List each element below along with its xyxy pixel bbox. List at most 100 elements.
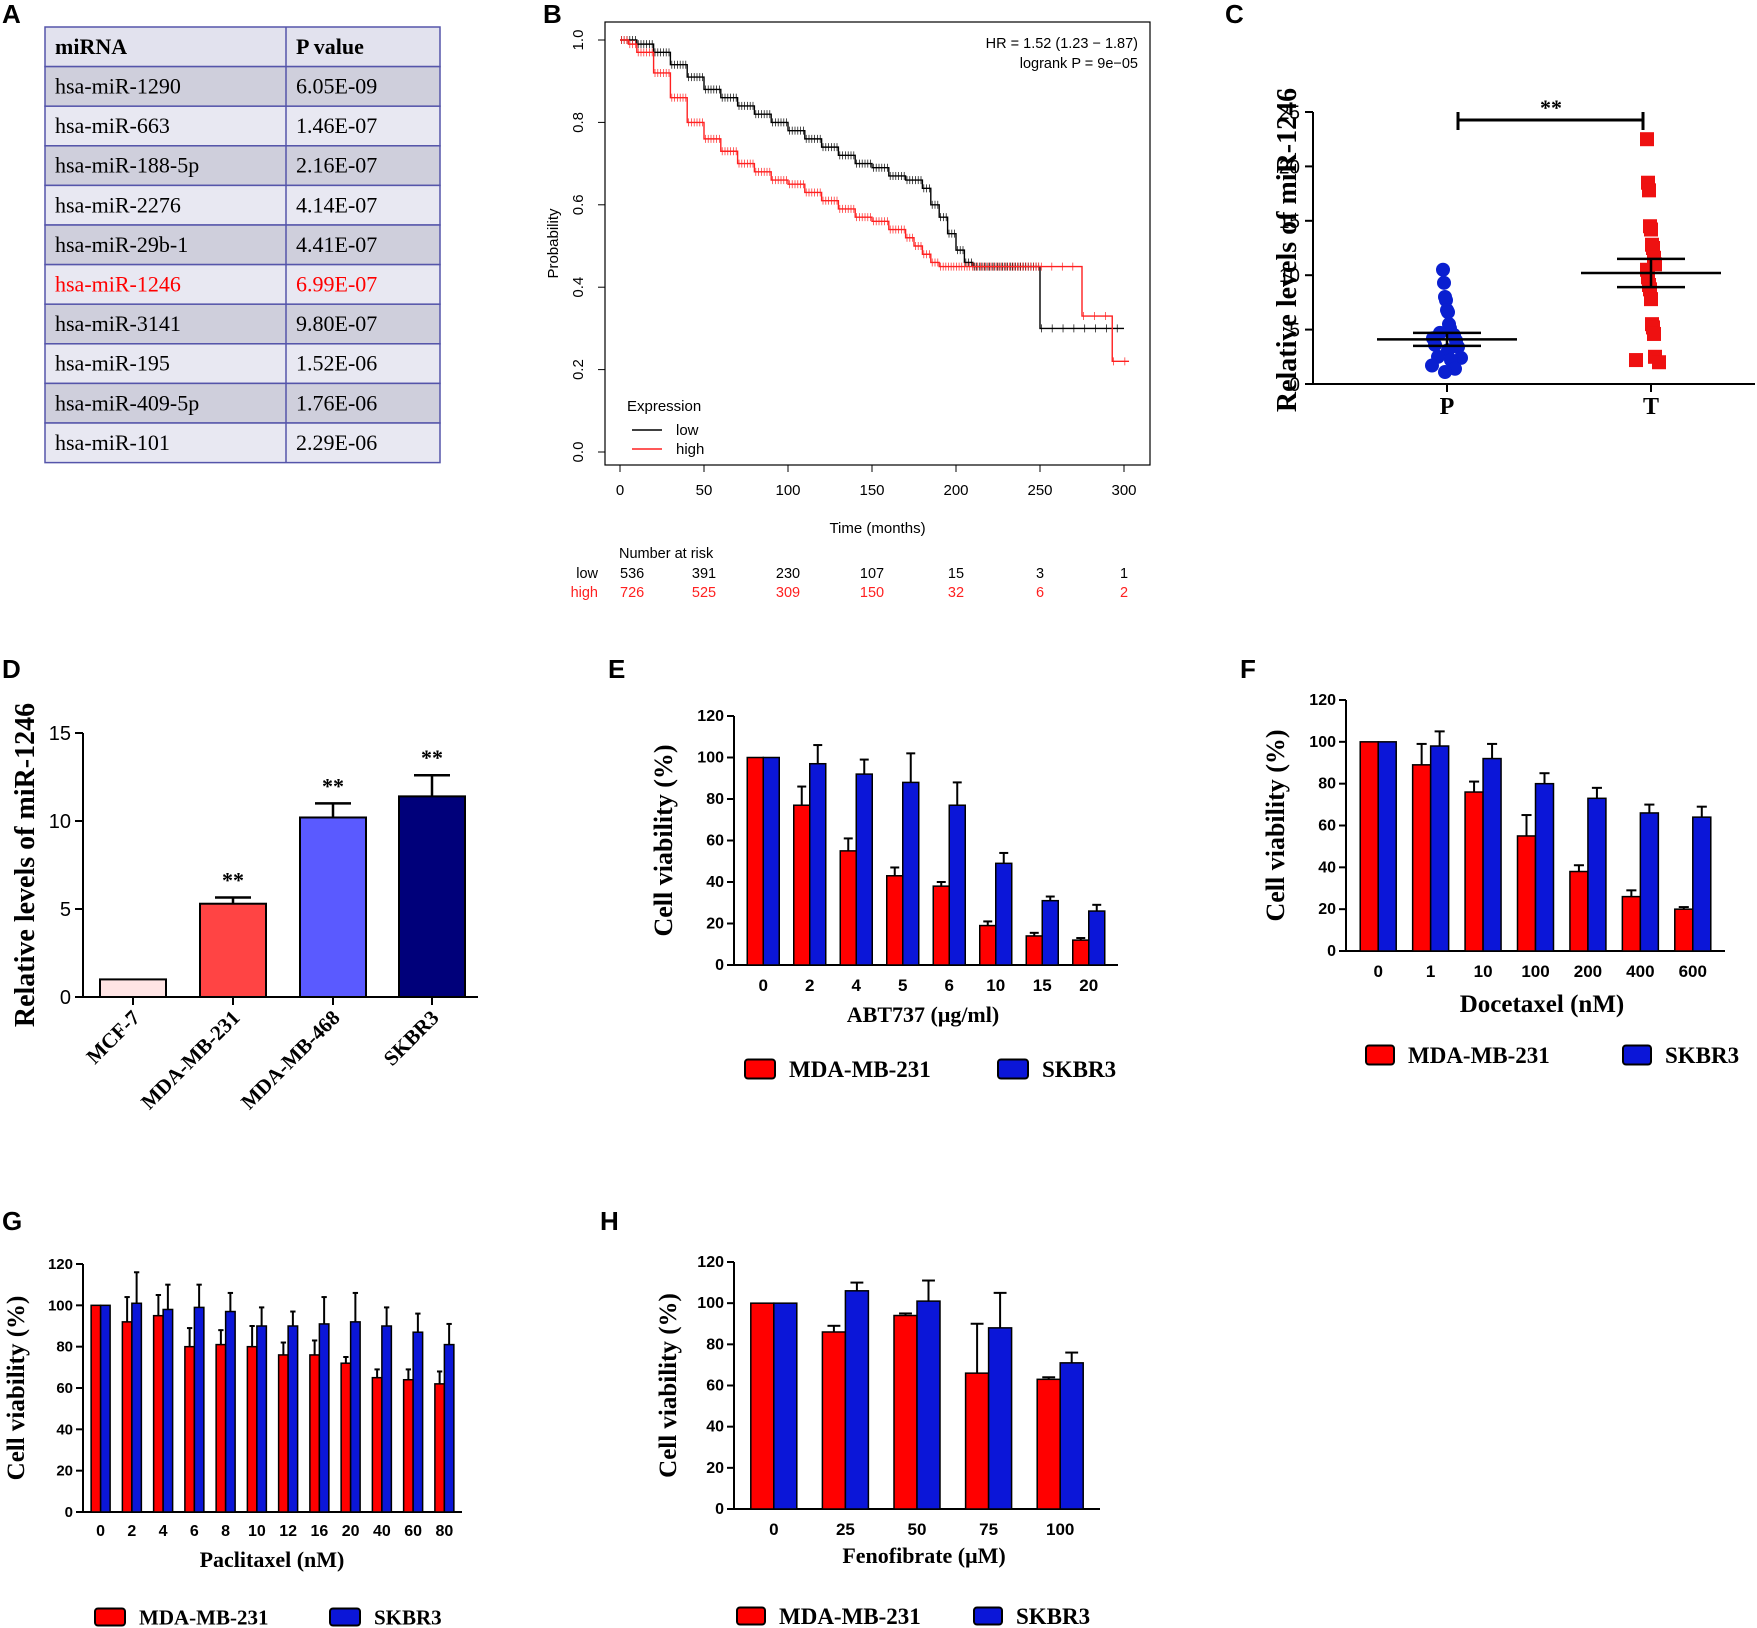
bar-SKBR3 — [1088, 910, 1106, 966]
bar-SKBR3 — [1534, 782, 1555, 952]
legend-label-MDA-MB-231: MDA-MB-231 — [1408, 1043, 1550, 1068]
panel-d-bar: 0 5 10 15 Relative levels of miR-1246 MCF-7 **… — [10, 703, 478, 1114]
bar-MDA-MB-231 — [746, 756, 764, 966]
x-tick-label: 50 — [696, 482, 713, 499]
y-tick-label: 0 — [1327, 943, 1336, 960]
x-tick-label: 12 — [279, 1523, 297, 1540]
x-tick-label: T — [1643, 394, 1659, 420]
bar — [199, 902, 267, 998]
y-tick-label: 15 — [49, 723, 71, 745]
y-tick-label: 120 — [48, 1256, 73, 1273]
bar-SKBR3 — [809, 762, 827, 966]
x-tick-label: 10 — [248, 1523, 266, 1540]
x-tick-label: 10 — [986, 976, 1005, 995]
bar-SKBR3 — [99, 1304, 111, 1513]
y-tick-label: 0.6 — [570, 194, 587, 215]
risk-value: 230 — [776, 566, 800, 582]
panel-b-km-plot: 0 50 100 150 200 250 300 0.0 0.2 0.4 0.6 0.8 1.0 Time… — [545, 21, 1151, 601]
hr-annotation: HR = 1.52 (1.23 − 1.87) — [986, 36, 1138, 52]
point-P — [1425, 358, 1439, 373]
bar-SKBR3 — [256, 1325, 268, 1513]
point-T — [1644, 222, 1658, 237]
y-tick-label: 0 — [715, 1501, 724, 1518]
x-axis-label: Paclitaxel (nM) — [200, 1547, 345, 1572]
panel-label-h: H — [600, 1206, 619, 1236]
bar-MDA-MB-231 — [152, 1314, 164, 1513]
y-tick-label: 40 — [56, 1421, 73, 1438]
bar-SKBR3 — [443, 1343, 455, 1513]
y-tick-label: 0 — [715, 957, 724, 974]
table-cell-mirna: hsa-miR-29b-1 — [55, 232, 188, 257]
x-tick-label: 600 — [1679, 962, 1707, 981]
y-axis-label: Relative levels of miR-1246 — [1272, 88, 1303, 412]
bar-SKBR3 — [1692, 816, 1712, 952]
point-T — [1640, 132, 1654, 147]
x-tick-label: SKBR3 — [379, 1006, 444, 1071]
bar-SKBR3 — [1639, 812, 1660, 952]
legend-swatch-SKBR3 — [1622, 1044, 1652, 1066]
risk-value: 3 — [1036, 566, 1044, 582]
y-tick-label: 80 — [1318, 776, 1336, 793]
table-row-bg — [44, 145, 441, 187]
point-P — [1441, 305, 1455, 320]
bar-MDA-MB-231 — [309, 1354, 321, 1513]
legend-label-low: low — [676, 422, 699, 439]
bar-MDA-MB-231 — [821, 1331, 847, 1510]
y-tick-label: 120 — [1309, 692, 1336, 709]
table-cell-pvalue: 1.46E-07 — [296, 113, 377, 138]
x-axis-label: Fenofibrate (μM) — [842, 1543, 1005, 1568]
table-cell-pvalue: 9.80E-07 — [296, 311, 377, 336]
y-tick-label: 100 — [697, 750, 724, 767]
point-T — [1652, 355, 1666, 370]
table-cell-pvalue: 6.05E-09 — [296, 74, 377, 99]
table-header: P value — [296, 34, 364, 59]
bar-SKBR3 — [1377, 741, 1397, 952]
panel-label-c: C — [1225, 0, 1244, 29]
bar-MDA-MB-231 — [215, 1343, 227, 1513]
bar-SKBR3 — [773, 1302, 798, 1510]
legend-swatch-MDA-MB-231 — [736, 1606, 766, 1626]
bar-MDA-MB-231 — [277, 1354, 289, 1513]
y-tick-label: 5 — [60, 899, 71, 921]
bar-SKBR3 — [1059, 1362, 1084, 1510]
table-cell-mirna: hsa-miR-2276 — [55, 192, 181, 217]
risk-row-name: high — [571, 585, 598, 601]
table-cell-mirna: hsa-miR-101 — [55, 430, 170, 455]
risk-value: 32 — [948, 585, 964, 601]
risk-value: 309 — [776, 585, 800, 601]
bar-SKBR3 — [193, 1306, 205, 1513]
x-tick-label: 10 — [1474, 962, 1493, 981]
x-tick-label: 100 — [1521, 962, 1549, 981]
y-tick-label: 20 — [1279, 157, 1300, 178]
risk-value: 726 — [620, 585, 644, 601]
y-tick-label: 5 — [1289, 321, 1300, 342]
bar-MDA-MB-231 — [246, 1345, 258, 1513]
panel-f-bar: 0 20 40 60 80 100 120 Cell viability (%) 0 1 10 100… — [1261, 692, 1739, 1068]
table-cell-pvalue: 1.52E-06 — [296, 351, 377, 376]
table-cell-mirna: hsa-miR-188-5p — [55, 153, 199, 178]
bar-MDA-MB-231 — [184, 1345, 196, 1513]
risk-row-name: low — [576, 566, 598, 582]
legend-title: Expression — [627, 398, 701, 415]
table-cell-mirna: hsa-miR-1246 — [55, 272, 181, 297]
legend-label-high: high — [676, 441, 704, 458]
x-tick-label: 250 — [1027, 482, 1052, 499]
x-tick-label: 15 — [1033, 976, 1052, 995]
significance-label: ** — [222, 868, 244, 893]
bar-SKBR3 — [287, 1325, 299, 1513]
x-tick-label: 5 — [898, 976, 907, 995]
x-tick-label: 0 — [759, 976, 768, 995]
x-tick-label: 8 — [221, 1523, 230, 1540]
x-tick-label: 20 — [1079, 976, 1098, 995]
risk-value: 536 — [620, 566, 644, 582]
bar-MDA-MB-231 — [964, 1372, 990, 1510]
km-curve-high — [620, 39, 1130, 363]
table-cell-mirna: hsa-miR-3141 — [55, 311, 181, 336]
y-tick-label: 80 — [706, 1336, 724, 1353]
risk-value: 150 — [860, 585, 884, 601]
x-tick-label: 25 — [836, 1520, 855, 1539]
bar-SKBR3 — [762, 756, 780, 966]
x-tick-label: 0 — [769, 1520, 778, 1539]
y-tick-label: 120 — [697, 1254, 724, 1271]
